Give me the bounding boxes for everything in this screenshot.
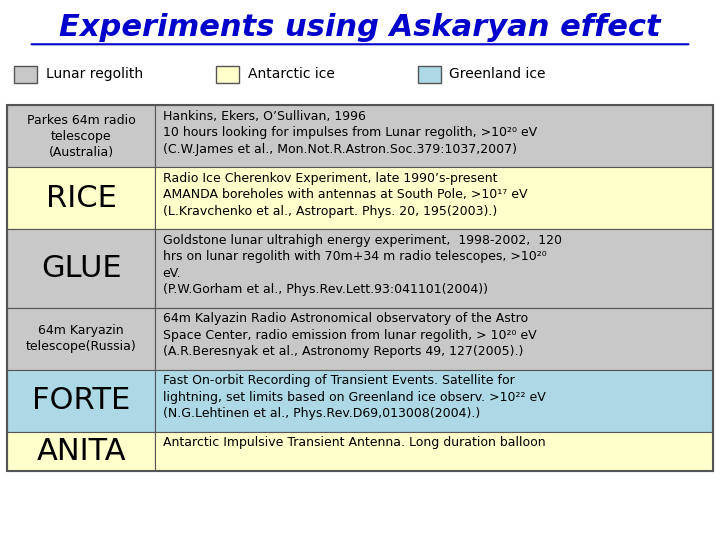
FancyBboxPatch shape xyxy=(418,66,441,83)
Text: Radio Ice Cherenkov Experiment, late 1990’s-present
AMANDA boreholes with antenn: Radio Ice Cherenkov Experiment, late 199… xyxy=(163,172,527,218)
Text: FORTE: FORTE xyxy=(32,387,130,415)
FancyBboxPatch shape xyxy=(7,308,156,370)
FancyBboxPatch shape xyxy=(7,230,156,308)
Text: Fast On-orbit Recording of Transient Events. Satellite for
lightning, set limits: Fast On-orbit Recording of Transient Eve… xyxy=(163,374,545,420)
Text: Antarctic ice: Antarctic ice xyxy=(248,68,335,82)
Text: Antarctic Impulsive Transient Antenna. Long duration balloon: Antarctic Impulsive Transient Antenna. L… xyxy=(163,436,545,449)
FancyBboxPatch shape xyxy=(14,66,37,83)
FancyBboxPatch shape xyxy=(216,66,239,83)
FancyBboxPatch shape xyxy=(156,230,713,308)
FancyBboxPatch shape xyxy=(156,432,713,471)
Text: 64m Kalyazin Radio Astronomical observatory of the Astro
Space Center, radio emi: 64m Kalyazin Radio Astronomical observat… xyxy=(163,312,536,358)
FancyBboxPatch shape xyxy=(156,105,713,167)
Text: Parkes 64m radio
telescope
(Australia): Parkes 64m radio telescope (Australia) xyxy=(27,114,135,159)
FancyBboxPatch shape xyxy=(156,370,713,432)
FancyBboxPatch shape xyxy=(7,370,156,432)
Text: Greenland ice: Greenland ice xyxy=(449,68,546,82)
Text: Experiments using Askaryan effect: Experiments using Askaryan effect xyxy=(59,14,661,43)
Text: 64m Karyazin
telescope(Russia): 64m Karyazin telescope(Russia) xyxy=(26,325,137,353)
FancyBboxPatch shape xyxy=(7,105,156,167)
FancyBboxPatch shape xyxy=(7,167,156,230)
Text: Goldstone lunar ultrahigh energy experiment,  1998-2002,  120
hrs on lunar regol: Goldstone lunar ultrahigh energy experim… xyxy=(163,234,562,296)
FancyBboxPatch shape xyxy=(7,432,156,471)
FancyBboxPatch shape xyxy=(156,308,713,370)
Text: Lunar regolith: Lunar regolith xyxy=(46,68,143,82)
FancyBboxPatch shape xyxy=(156,167,713,230)
Text: Hankins, Ekers, O’Sullivan, 1996
10 hours looking for impulses from Lunar regoli: Hankins, Ekers, O’Sullivan, 1996 10 hour… xyxy=(163,110,536,156)
Text: ANITA: ANITA xyxy=(37,437,126,466)
Text: RICE: RICE xyxy=(46,184,117,213)
Text: GLUE: GLUE xyxy=(41,254,122,283)
